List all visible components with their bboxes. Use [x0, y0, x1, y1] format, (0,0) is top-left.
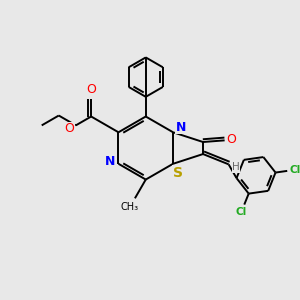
Text: Cl: Cl [236, 207, 247, 217]
Text: H: H [232, 162, 240, 172]
Text: O: O [226, 133, 236, 146]
Text: N: N [176, 121, 186, 134]
Text: O: O [86, 83, 96, 96]
Text: CH₃: CH₃ [121, 202, 139, 212]
Text: N: N [104, 155, 115, 168]
Text: S: S [173, 166, 183, 180]
Text: Cl: Cl [290, 165, 300, 175]
Text: O: O [65, 122, 75, 135]
